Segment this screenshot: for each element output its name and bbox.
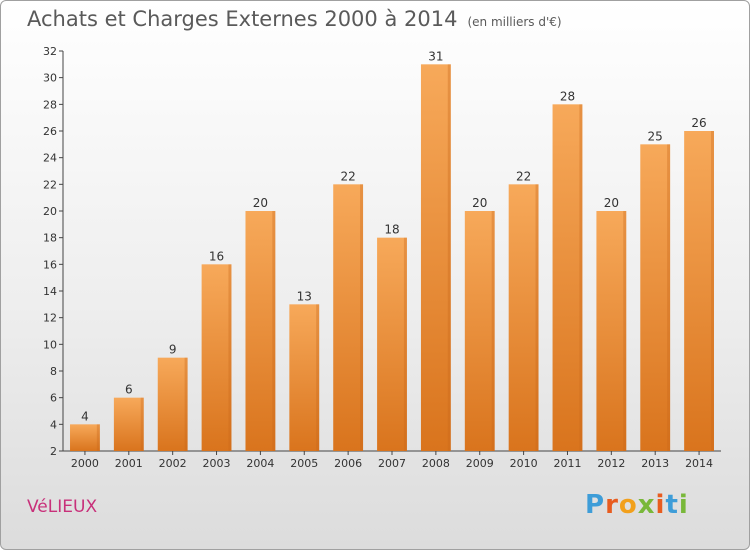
bar-value-label: 4 xyxy=(81,409,89,423)
bar xyxy=(552,104,583,451)
x-tick-label: 2009 xyxy=(466,457,494,470)
logo-letter: o xyxy=(618,490,638,520)
bar xyxy=(640,144,671,452)
commune-name: VéLIEUX xyxy=(27,497,98,517)
bar-value-label: 22 xyxy=(516,169,531,183)
y-tick-label: 10 xyxy=(43,338,57,351)
bar-shade xyxy=(667,144,671,452)
bar-shade xyxy=(579,104,583,451)
bar-shade xyxy=(447,64,451,452)
bar xyxy=(70,424,100,451)
x-tick-label: 2013 xyxy=(641,457,669,470)
bar-shade xyxy=(272,211,276,451)
bar-shade xyxy=(710,131,714,451)
logo-letter: t xyxy=(665,490,679,520)
bar-value-label: 16 xyxy=(209,249,224,263)
bar xyxy=(684,131,714,451)
y-tick-label: 30 xyxy=(43,72,57,85)
y-tick-label: 6 xyxy=(50,392,57,405)
bar-shade xyxy=(228,264,232,451)
bar-shade xyxy=(140,397,144,451)
y-tick-label: 18 xyxy=(43,232,57,245)
bar-shade xyxy=(316,304,320,451)
bar-value-label: 20 xyxy=(472,196,487,210)
proxiti-logo: Proxiti xyxy=(585,490,689,520)
x-tick-label: 2001 xyxy=(115,457,143,470)
y-tick-label: 4 xyxy=(50,418,57,431)
bar xyxy=(333,184,364,452)
x-tick-label: 2003 xyxy=(203,457,231,470)
x-tick-label: 2000 xyxy=(71,457,99,470)
bar-value-label: 20 xyxy=(253,196,268,210)
y-tick-label: 24 xyxy=(43,152,57,165)
bar-value-label: 31 xyxy=(428,49,443,63)
bar-shade xyxy=(360,184,364,452)
y-tick-label: 32 xyxy=(43,45,57,58)
bar xyxy=(289,304,320,451)
y-tick-label: 14 xyxy=(43,285,57,298)
x-tick-label: 2012 xyxy=(597,457,625,470)
y-tick-label: 22 xyxy=(43,178,57,191)
logo-letter: i xyxy=(655,490,666,520)
chart-title-text: Achats et Charges Externes 2000 à 2014 xyxy=(27,7,458,31)
x-tick-label: 2005 xyxy=(290,457,318,470)
x-tick-label: 2014 xyxy=(685,457,713,470)
bar xyxy=(377,237,407,451)
bar-value-label: 13 xyxy=(297,289,312,303)
x-tick-label: 2006 xyxy=(334,457,362,470)
bar-value-label: 25 xyxy=(648,129,663,143)
logo-letter: i xyxy=(678,490,689,520)
bar-value-label: 20 xyxy=(604,196,619,210)
y-tick-label: 16 xyxy=(43,258,57,271)
y-tick-label: 20 xyxy=(43,205,57,218)
chart-unit: (en milliers d'€) xyxy=(467,15,562,29)
bar-value-label: 6 xyxy=(125,383,133,397)
bar xyxy=(508,184,539,452)
bar-shade xyxy=(623,211,627,451)
x-tick-label: 2007 xyxy=(378,457,406,470)
chart-title: Achats et Charges Externes 2000 à 2014 (e… xyxy=(27,7,562,31)
x-tick-label: 2010 xyxy=(510,457,538,470)
bar-value-label: 22 xyxy=(340,169,355,183)
bar xyxy=(201,264,232,451)
bar-value-label: 28 xyxy=(560,89,575,103)
y-tick-label: 28 xyxy=(43,98,57,111)
bar xyxy=(464,211,495,451)
y-tick-label: 2 xyxy=(50,445,57,458)
bar-value-label: 9 xyxy=(169,343,177,357)
x-tick-label: 2011 xyxy=(553,457,581,470)
x-tick-label: 2002 xyxy=(159,457,187,470)
logo-letter: r xyxy=(605,490,619,520)
bar-shade xyxy=(96,424,100,451)
y-tick-label: 12 xyxy=(43,312,57,325)
bar xyxy=(245,211,276,451)
logo-letter: x xyxy=(637,490,656,520)
bar-shade xyxy=(535,184,539,452)
bar xyxy=(157,357,188,451)
bar xyxy=(420,64,451,452)
logo-letter: P xyxy=(585,490,606,520)
bar-shade xyxy=(184,357,188,451)
bar-shade xyxy=(403,237,407,451)
x-tick-label: 2004 xyxy=(246,457,274,470)
y-tick-label: 8 xyxy=(50,365,57,378)
y-tick-label: 26 xyxy=(43,125,57,138)
bar xyxy=(596,211,627,451)
x-tick-label: 2008 xyxy=(422,457,450,470)
bar-value-label: 18 xyxy=(384,223,399,237)
bar-value-label: 26 xyxy=(691,116,706,130)
bar-shade xyxy=(491,211,495,451)
bar xyxy=(113,397,144,451)
